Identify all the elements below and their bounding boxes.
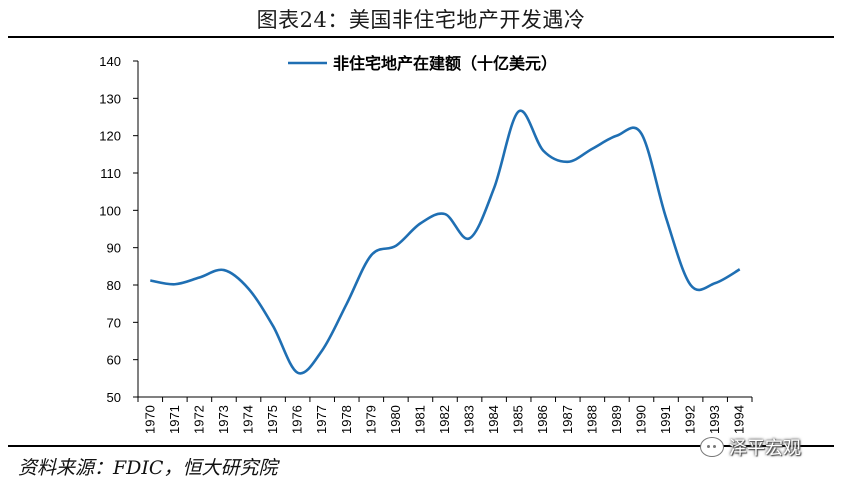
data-point-1991	[665, 217, 667, 219]
watermark-text: 泽平宏观	[729, 438, 801, 459]
y-tick-label: 130	[99, 91, 121, 106]
data-point-1975	[272, 325, 274, 327]
x-tick-label: 1980	[388, 405, 403, 434]
x-tick-label: 1983	[462, 405, 477, 434]
y-tick-label: 90	[107, 241, 121, 256]
chart-title: 图表24：美国非住宅地产开发遇冷	[256, 8, 586, 32]
x-tick-label: 1970	[142, 405, 157, 434]
x-tick-label: 1979	[363, 405, 378, 434]
data-point-1986	[542, 149, 544, 151]
x-tick-label: 1984	[486, 405, 501, 434]
x-tick-label: 1981	[412, 405, 427, 434]
data-point-1990	[640, 133, 642, 135]
x-tick-label: 1972	[191, 405, 206, 434]
x-tick-label: 1977	[314, 405, 329, 434]
data-point-1977	[321, 349, 323, 351]
y-tick-label: 100	[99, 203, 121, 218]
y-tick-label: 140	[99, 54, 121, 69]
series-line-0	[150, 109, 741, 375]
bottom-rule	[8, 445, 834, 447]
x-tick-label: 1978	[339, 405, 354, 434]
y-tick-label: 60	[107, 353, 121, 368]
legend-label: 非住宅地产在建额（十亿美元）	[333, 54, 557, 73]
x-tick-label: 1990	[633, 405, 648, 434]
data-point-1974	[247, 288, 249, 290]
chart-series	[149, 109, 741, 375]
y-tick-label: 110	[100, 166, 121, 181]
source-note: 资料来源：FDIC，恒大研究院	[18, 457, 278, 479]
chart-axes: 50 60 70 80 90 100 110 120 130 140 1970 1971 1972 197…	[99, 54, 753, 434]
data-point-1980	[395, 245, 397, 247]
x-tick-label: 1993	[707, 405, 722, 434]
data-point-1979	[370, 254, 372, 256]
top-rule	[8, 36, 834, 38]
x-tick-label: 1971	[167, 405, 182, 434]
x-tick-label: 1988	[584, 405, 599, 434]
x-tick-label: 1976	[290, 405, 305, 434]
data-point-1992	[689, 284, 691, 286]
data-point-1989	[616, 134, 618, 136]
data-point-1983	[468, 237, 470, 239]
data-point-1987	[567, 161, 569, 163]
x-tick-label: 1986	[535, 405, 550, 434]
data-point-1972	[198, 276, 200, 278]
data-point-1984	[493, 187, 495, 189]
data-point-1970	[149, 279, 151, 281]
watermark: 泽平宏观	[700, 434, 801, 460]
data-point-1973	[223, 269, 225, 271]
y-tick-label: 70	[107, 315, 121, 330]
x-tick-label: 1991	[658, 405, 673, 434]
x-tick-label: 1985	[511, 405, 526, 434]
data-point-1981	[419, 222, 421, 224]
x-tick-label: 1992	[683, 405, 698, 434]
x-tick-label: 1975	[265, 405, 280, 434]
x-tick-label: 1974	[241, 405, 256, 434]
y-tick-label: 50	[107, 390, 121, 405]
data-point-1988	[591, 148, 593, 150]
x-tick-label: 1987	[560, 405, 575, 434]
chart-legend: 非住宅地产在建额（十亿美元）	[288, 54, 557, 73]
data-point-1978	[346, 302, 348, 304]
data-point-1982	[444, 213, 446, 215]
data-point-1985	[517, 110, 519, 112]
x-tick-label: 1994	[732, 405, 747, 434]
wechat-icon	[700, 437, 724, 457]
data-point-1971	[174, 283, 176, 285]
y-tick-label: 120	[99, 129, 121, 144]
y-tick-label: 80	[107, 278, 121, 293]
data-point-1976	[296, 372, 298, 374]
x-tick-label: 1973	[216, 405, 231, 434]
data-point-1993	[714, 282, 716, 284]
data-point-1994	[739, 268, 741, 270]
x-tick-label: 1982	[437, 405, 452, 434]
x-tick-label: 1989	[609, 405, 624, 434]
